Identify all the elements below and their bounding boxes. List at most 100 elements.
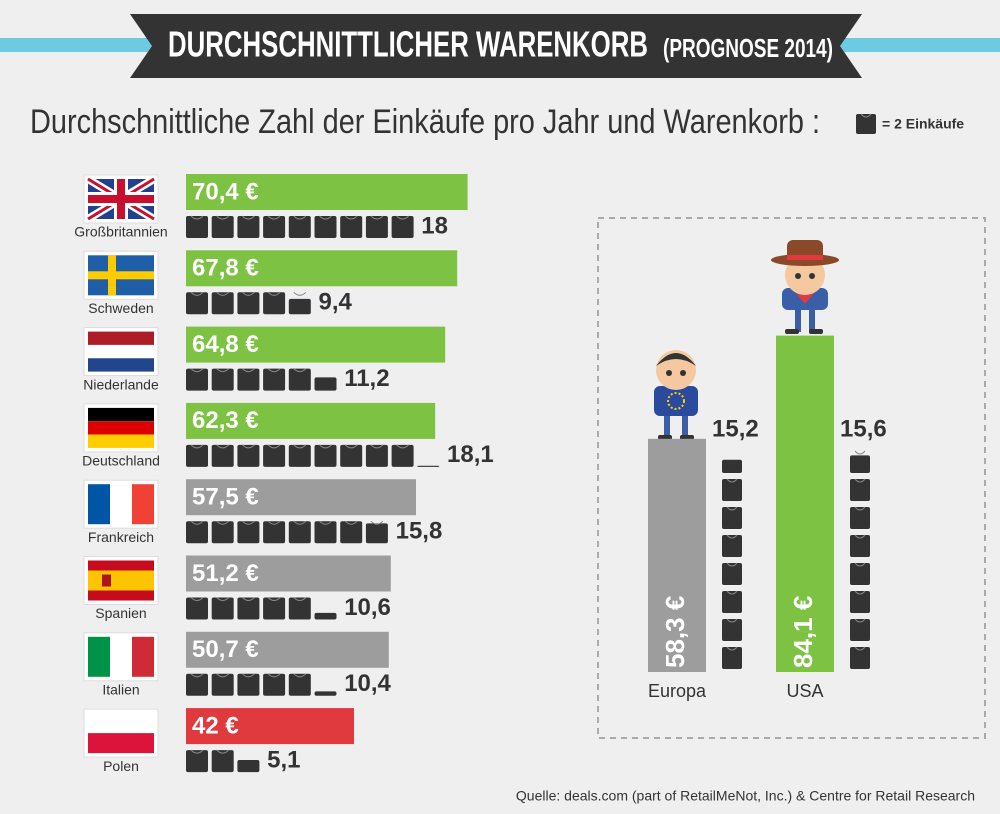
bar-label: 51,2 €	[192, 560, 259, 587]
country-label: Polen	[103, 758, 139, 774]
bag-icon	[263, 368, 286, 391]
purchase-label: 15,8	[396, 518, 443, 545]
bag-icon	[211, 368, 234, 391]
flag-part	[110, 484, 132, 525]
bag-icon	[237, 597, 260, 620]
bar	[186, 631, 389, 668]
bag-handle	[190, 673, 204, 678]
bag-handle	[726, 562, 738, 567]
purchase-icons	[722, 459, 742, 669]
bag-icon	[314, 377, 337, 391]
bag-icon	[237, 216, 260, 238]
bag-icon	[186, 368, 208, 391]
bar-label: 57,5 €	[192, 484, 259, 511]
bar-label: 42 €	[192, 712, 239, 739]
country-label: Großbritannien	[74, 224, 167, 240]
bag-icon	[850, 619, 870, 641]
bag-icon	[850, 563, 870, 585]
bag-handle	[319, 444, 332, 449]
legend-icon	[856, 113, 876, 134]
bag-handle	[396, 444, 409, 449]
country-label: Frankreich	[88, 529, 154, 545]
bag-handle	[242, 673, 255, 678]
bag-icon	[850, 455, 870, 473]
bag-icon	[340, 521, 363, 544]
bag-icon	[211, 673, 234, 696]
bag-handle	[726, 590, 738, 595]
bag-handle	[293, 520, 307, 525]
bag-icon	[340, 444, 363, 467]
bag-handle	[319, 520, 332, 525]
bag-handle	[190, 597, 204, 601]
bar-label: 64,8 €	[192, 331, 259, 358]
bag-handle	[242, 597, 255, 601]
bag-icon	[722, 507, 742, 529]
legend-label: = 2 Einkäufe	[882, 116, 964, 132]
bag-icon	[722, 479, 742, 501]
bag-handle	[267, 291, 281, 296]
flag-part	[132, 636, 154, 677]
purchase-icons	[186, 215, 414, 238]
usa-figure	[771, 240, 839, 334]
bag-handle	[344, 444, 358, 449]
bag-handle	[370, 215, 384, 220]
banner	[130, 14, 862, 78]
bag-handle	[344, 215, 358, 220]
bag-handle	[216, 368, 230, 373]
bag-icon	[237, 292, 260, 315]
bag-icon	[263, 597, 286, 620]
bag-icon	[850, 507, 870, 529]
bag-handle	[190, 215, 204, 220]
country-label: Deutschland	[82, 453, 160, 469]
bag-icon	[263, 521, 286, 544]
bag-handle	[726, 534, 738, 539]
bag-icon	[365, 444, 388, 467]
bag-icon	[314, 612, 337, 620]
country-label: Niederlande	[83, 376, 159, 392]
bag-handle	[190, 444, 204, 449]
purchase-label: 5,1	[267, 746, 300, 773]
bag-icon	[237, 673, 260, 696]
bag-handle	[726, 646, 738, 651]
region-label: Europa	[648, 681, 707, 701]
bar	[186, 174, 468, 210]
bag-handle	[190, 368, 204, 373]
flag	[83, 632, 159, 682]
bag-icon	[211, 750, 234, 773]
purchase-icons	[850, 450, 870, 669]
bag-handle	[190, 749, 204, 754]
bag-icon	[186, 444, 208, 467]
bag-handle	[396, 215, 409, 220]
bag-handle	[242, 215, 255, 220]
flag-part	[88, 195, 154, 203]
bag-handle	[242, 520, 255, 525]
bag-icon	[186, 521, 208, 544]
bag-icon	[263, 292, 286, 315]
bag-handle	[190, 291, 204, 296]
bag-icon	[288, 368, 311, 391]
purchase-icons	[186, 444, 440, 467]
flag-part	[88, 570, 154, 591]
bag-handle	[216, 673, 230, 678]
bag-handle	[190, 520, 204, 525]
purchase-label: 11,2	[344, 365, 389, 392]
bar	[186, 708, 354, 745]
bag-icon	[288, 444, 311, 467]
bag-icon	[722, 619, 742, 641]
source: Quelle: deals.com (part of RetailMeNot, …	[516, 788, 975, 804]
purchase-icons	[186, 673, 337, 696]
bag-icon	[186, 750, 208, 773]
flag	[83, 250, 159, 300]
bag-handle	[293, 291, 307, 296]
bag-handle	[854, 450, 866, 455]
purchase-label: 18	[421, 212, 448, 239]
flag-part	[102, 574, 111, 587]
column-label: 58,3 €	[660, 596, 690, 668]
bag-icon	[417, 465, 440, 467]
bag-icon	[288, 597, 311, 620]
bag-icon	[722, 563, 742, 585]
bag-icon	[186, 673, 208, 696]
bag-icon	[263, 444, 286, 467]
title-tag: (PROGNOSE 2014)	[663, 33, 833, 63]
bag-icon	[722, 459, 742, 473]
